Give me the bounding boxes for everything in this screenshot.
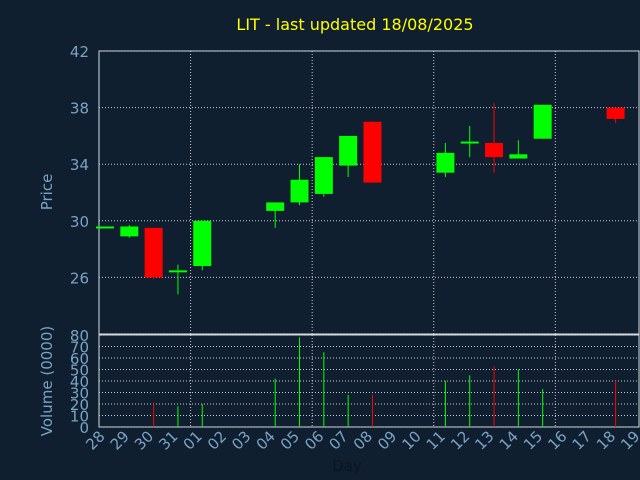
volume-tick-label: 0 <box>79 419 89 437</box>
candle-body <box>436 152 455 173</box>
candle-body <box>168 270 187 273</box>
price-tick-label: 38 <box>70 100 89 118</box>
candle-body <box>144 227 163 278</box>
volume-tick-label: 80 <box>70 327 89 345</box>
candle-body <box>120 226 139 237</box>
candle-body <box>606 107 625 119</box>
volume-axis-label: Volume (0000) <box>38 326 56 436</box>
x-axis-label: Day <box>332 457 362 475</box>
volume-tick-label: 60 <box>70 350 89 368</box>
candle-body <box>314 157 333 194</box>
volume-tick-label: 30 <box>70 385 89 403</box>
candle-body <box>363 121 382 183</box>
volume-tick-label: 10 <box>70 408 89 426</box>
candle-body <box>96 226 114 229</box>
chart-title: LIT - last updated 18/08/2025 <box>236 15 473 34</box>
candle-body <box>339 135 358 166</box>
volume-tick-label: 70 <box>70 339 89 357</box>
candle-body <box>533 104 552 139</box>
candle-body <box>485 142 504 158</box>
x-tick-label: 19 <box>617 427 640 453</box>
x-axis: 2829303101020304050607080910111213141516… <box>82 427 640 453</box>
volume-tick-label: 50 <box>70 362 89 380</box>
candle-body <box>266 202 285 211</box>
price-tick-label: 34 <box>70 156 89 174</box>
candle-body <box>460 141 479 144</box>
candle-body <box>509 154 528 159</box>
price-tick-label: 30 <box>70 213 89 231</box>
price-tick-label: 26 <box>70 269 89 287</box>
price-tick-label: 42 <box>70 43 89 61</box>
volume-tick-label: 40 <box>70 373 89 391</box>
price-panel: 26 30 34 38 42 <box>70 43 640 335</box>
candle-body <box>193 220 212 267</box>
volume-tick-label: 20 <box>70 396 89 414</box>
candle-body <box>290 179 309 203</box>
price-axis-label: Price <box>38 174 56 211</box>
